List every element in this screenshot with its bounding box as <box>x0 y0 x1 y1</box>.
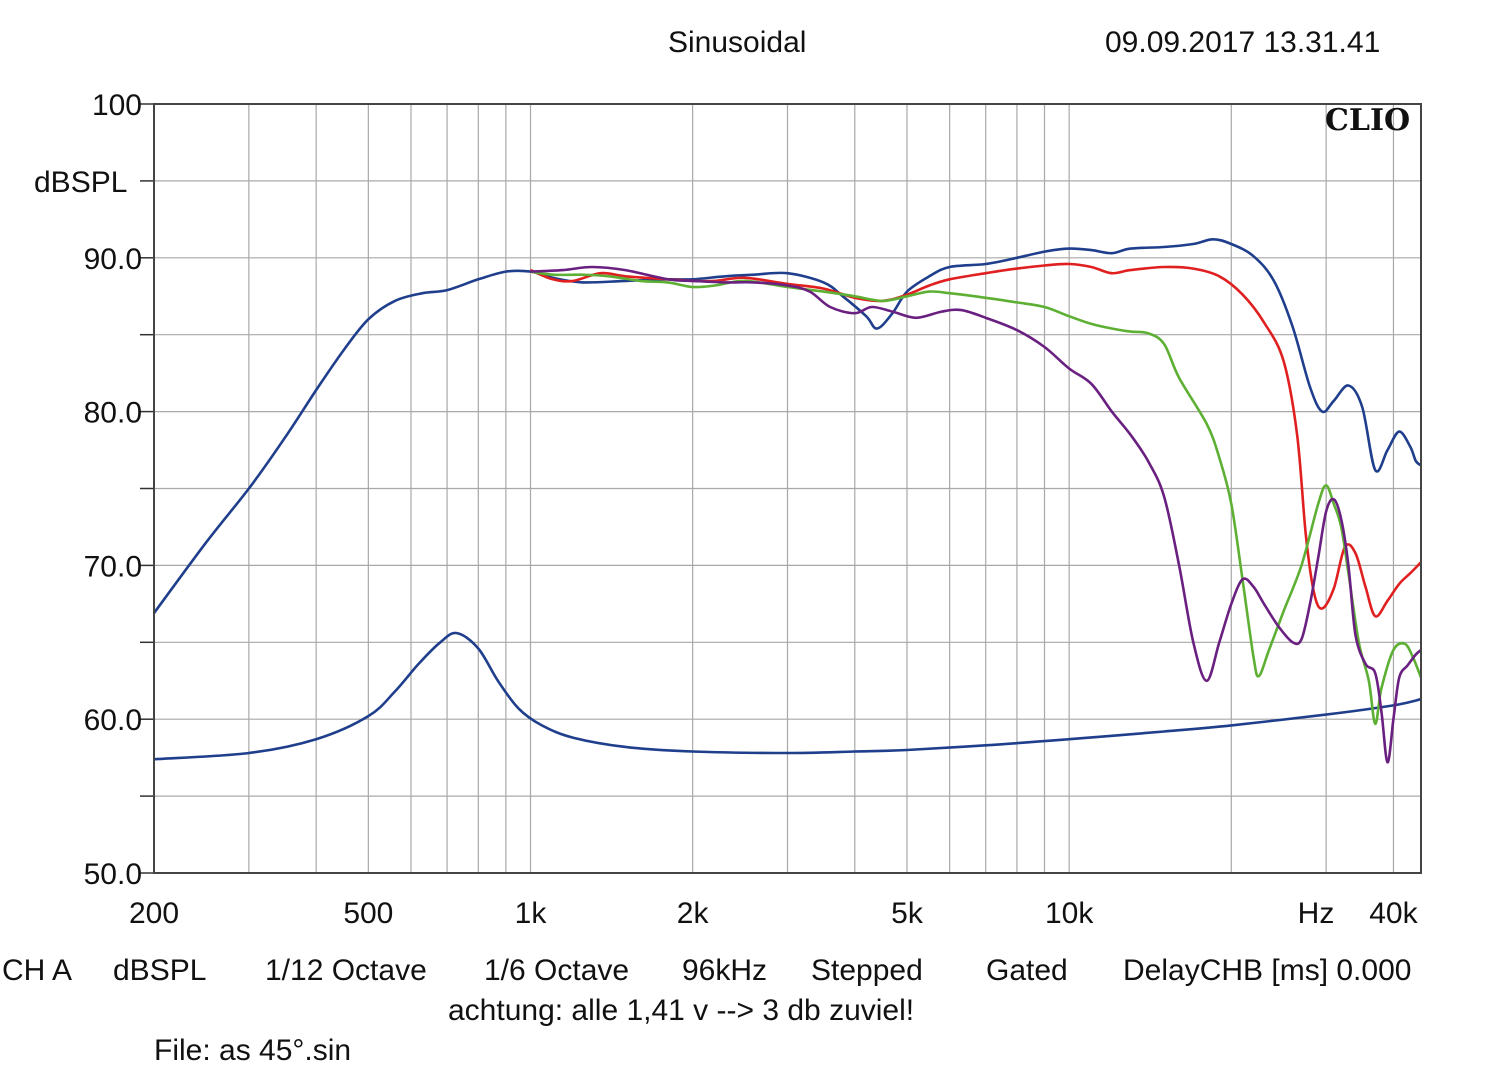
y-tick-label: 100 <box>92 89 142 122</box>
y-axis-label: dBSPL <box>34 166 128 199</box>
footer-note: achtung: alle 1,41 v --> 3 db zuviel! <box>448 994 915 1027</box>
footer-window: Gated <box>986 954 1068 987</box>
y-tick-label: 90.0 <box>84 243 142 276</box>
footer-unit: dBSPL <box>113 954 207 987</box>
x-tick-label: 500 <box>343 897 393 930</box>
x-tick-label: 2k <box>677 897 710 930</box>
footer-channel: CH A <box>2 954 73 987</box>
measurement-mode: Sinusoidal <box>668 26 807 59</box>
series-line-2 <box>153 631 1422 761</box>
x-tick-label: 1k <box>515 897 548 930</box>
x-tick-label: 10k <box>1045 897 1094 930</box>
x-tick-labels: 200 500 1k 2k 5k 10k Hz 40k <box>129 897 1419 930</box>
plot-border <box>153 103 1422 874</box>
y-tick-label: 50.0 <box>84 858 142 891</box>
series-line-5 <box>530 265 1422 764</box>
footer-mode: Stepped <box>811 954 923 987</box>
y-tick-labels: 100 90.0 80.0 70.0 60.0 50.0 <box>84 89 142 891</box>
grid <box>154 104 1421 873</box>
footer-delay: DelayCHB [ms] 0.000 <box>1123 954 1412 987</box>
curves <box>152 238 1423 764</box>
plot-frame <box>140 103 1422 874</box>
y-tick-label: 80.0 <box>84 397 142 430</box>
series-line-1 <box>152 238 1422 614</box>
x-tick-label: 40k <box>1369 897 1418 930</box>
series-line-4 <box>530 270 1423 726</box>
y-tick-label: 70.0 <box>84 550 142 583</box>
footer-file: File: as 45°.sin <box>154 1034 352 1067</box>
series-line-3 <box>529 262 1422 618</box>
x-tick-label: Hz <box>1298 897 1335 930</box>
x-tick-label: 5k <box>891 897 924 930</box>
y-tick-label: 60.0 <box>84 704 142 737</box>
clio-logo: CLIO <box>1325 103 1411 138</box>
measurement-datetime: 09.09.2017 13.31.41 <box>1105 26 1381 59</box>
footer-smoothing: 1/6 Octave <box>484 954 630 987</box>
footer-sample-rate: 96kHz <box>682 954 768 987</box>
x-tick-label: 200 <box>129 897 179 930</box>
footer-resolution: 1/12 Octave <box>265 954 427 987</box>
